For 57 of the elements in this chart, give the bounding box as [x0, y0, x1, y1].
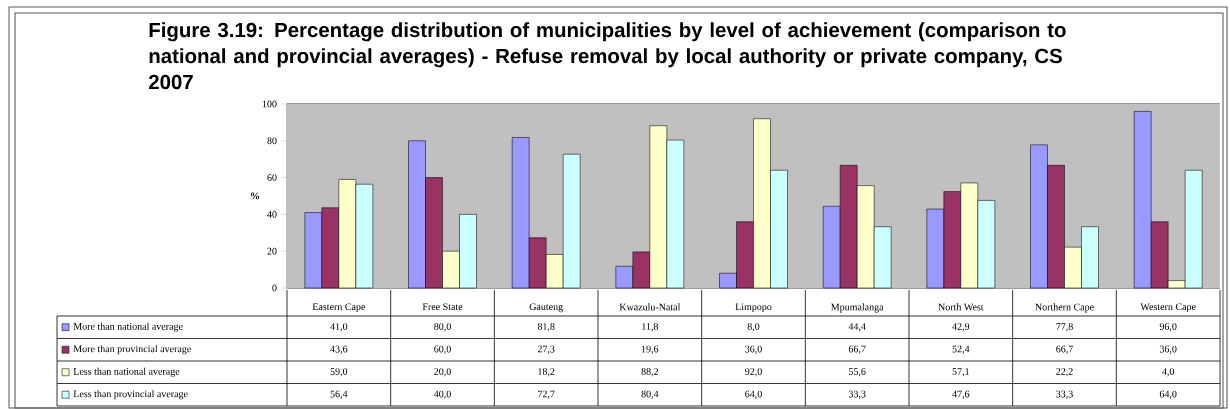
data-label: 59,0	[330, 368, 348, 377]
legend-label: More than provincial average	[73, 345, 191, 355]
data-label: 33,3	[1056, 390, 1073, 399]
data-label: 47,6	[952, 390, 970, 399]
data-label: 18,2	[538, 368, 555, 377]
x-tick-label: North West	[938, 303, 984, 311]
data-label: 66,7	[1056, 345, 1073, 354]
legend-label: Less than provincial average	[73, 390, 188, 400]
data-label: 72,7	[538, 390, 555, 399]
y-tick-label: 80	[267, 137, 277, 145]
y-tick-label: 20	[267, 247, 277, 255]
data-label: 80,4	[641, 390, 659, 399]
data-label: 44,4	[848, 323, 866, 332]
data-label: 52,4	[952, 345, 970, 354]
y-tick-label: 100	[262, 100, 277, 108]
chart-title: Figure 3.19: Percentage distribution of municipalities by level of achievement (comparison to national and provincial averages) - Refuse removal by local authority or private company, CS 2007	[148, 22, 1066, 90]
data-label: 57,1	[952, 368, 969, 377]
x-tick-label: Gauteng	[529, 303, 563, 313]
data-label: 96,0	[1159, 323, 1177, 332]
x-tick-label: Free State	[422, 303, 463, 311]
data-label: 27,3	[537, 345, 555, 354]
data-label: 40,0	[433, 390, 451, 399]
data-label: 42,9	[952, 323, 970, 332]
x-tick-label: Limpopo	[735, 303, 772, 313]
data-label: 80,0	[434, 323, 451, 332]
data-label: 43,6	[330, 345, 348, 354]
legend-label: More than national average	[73, 322, 183, 332]
data-label: 4,0	[1162, 368, 1175, 377]
data-label: 11,8	[642, 323, 659, 332]
data-label: 36,0	[745, 345, 762, 354]
y-axis-title: %	[251, 192, 260, 200]
data-label: 92,0	[745, 368, 762, 377]
x-tick-label: Western Cape	[1140, 303, 1196, 313]
data-label: 88,2	[641, 368, 659, 377]
data-label: 60,0	[434, 345, 451, 354]
x-tick-label: Eastern Cape	[312, 303, 366, 313]
data-label: 22,2	[1056, 368, 1073, 377]
data-label: 64,0	[745, 390, 762, 399]
x-tick-label: Mpumalanga	[831, 303, 884, 313]
data-label: 19,6	[641, 345, 659, 354]
data-label: 8,0	[747, 323, 760, 332]
data-label: 77,8	[1056, 323, 1073, 332]
legend-label: Less than national average	[73, 367, 180, 377]
data-label: 56,4	[330, 390, 348, 399]
data-label: 20,0	[434, 368, 451, 377]
data-label: 33,3	[848, 390, 866, 399]
y-tick-label: 40	[267, 211, 277, 218]
data-label: 41,0	[330, 323, 348, 332]
x-tick-label: Kwazulu-Natal	[619, 303, 681, 311]
data-label: 66,7	[848, 345, 866, 354]
data-label: 64,0	[1159, 390, 1177, 399]
data-label: 81,8	[537, 323, 555, 332]
x-tick-label: Northern Cape	[1035, 303, 1094, 313]
y-tick-label: 0	[272, 284, 277, 292]
y-tick-label: 60	[267, 174, 277, 181]
data-label: 36,0	[1159, 345, 1177, 354]
data-label: 55,6	[849, 368, 866, 377]
